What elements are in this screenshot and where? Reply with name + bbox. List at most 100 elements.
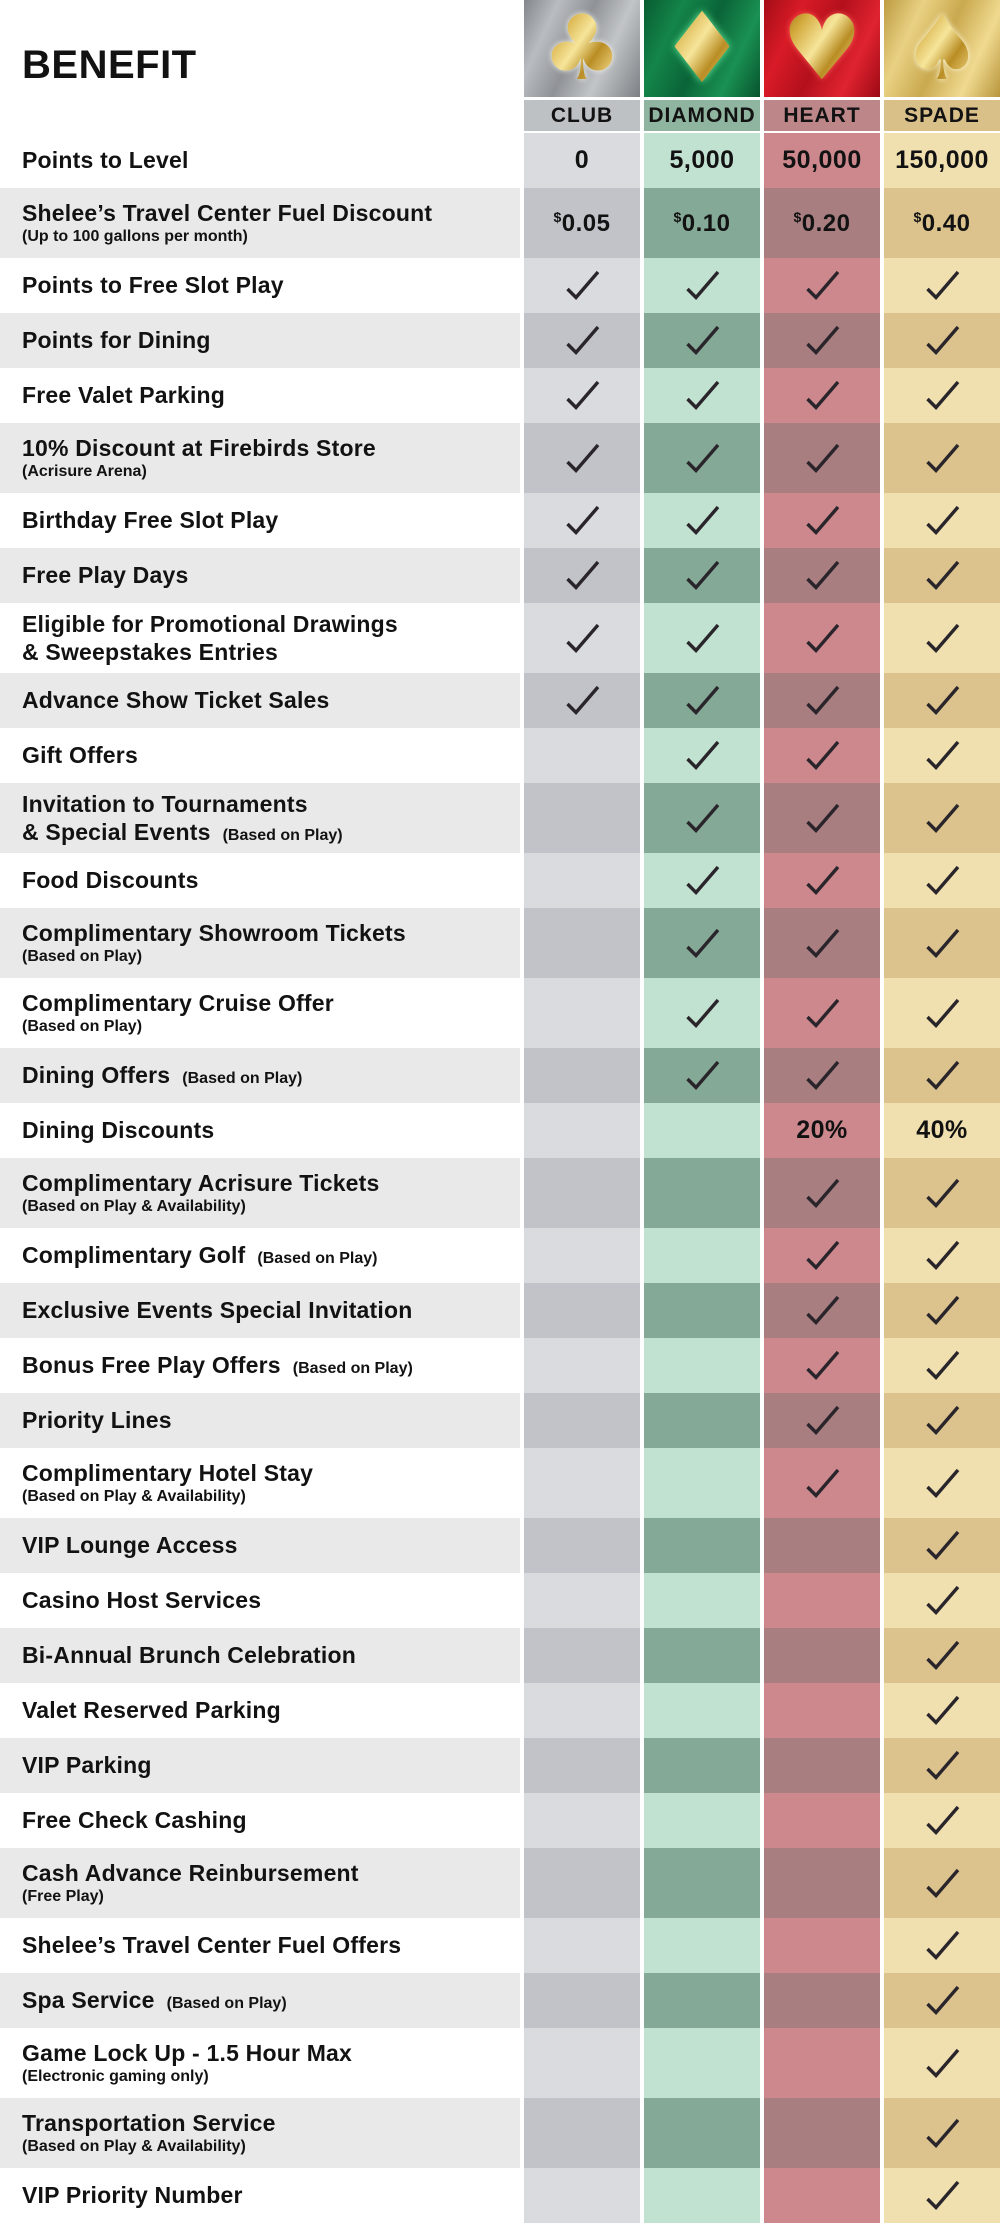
diamond-tier-cell bbox=[644, 603, 760, 673]
check-icon bbox=[926, 998, 960, 1028]
benefit-label-cell: Casino Host Services bbox=[0, 1573, 520, 1628]
heart-tier-cell bbox=[764, 1918, 880, 1973]
spade-tier-cell bbox=[884, 1793, 1000, 1848]
benefit-label-cell: Complimentary Showroom Tickets (Based on … bbox=[0, 908, 520, 978]
check-icon bbox=[926, 1178, 960, 1208]
heart-tier-cell bbox=[764, 2168, 880, 2223]
check-icon bbox=[806, 1350, 840, 1380]
table-row: Eligible for Promotional Drawings & Sweep… bbox=[0, 603, 1000, 673]
benefit-name: Free Check Cashing bbox=[22, 1807, 247, 1834]
benefit-name: Game Lock Up - 1.5 Hour Max bbox=[22, 2040, 353, 2067]
check-icon bbox=[926, 1640, 960, 1670]
diamond-tier-cell: 5,000 bbox=[644, 133, 760, 188]
check-icon bbox=[806, 505, 840, 535]
diamond-tier-cell bbox=[644, 258, 760, 313]
benefit-name: VIP Parking bbox=[22, 1752, 152, 1779]
benefit-note: (Based on Play) bbox=[22, 948, 143, 966]
heart-suit-icon: ♥ bbox=[781, 0, 863, 97]
table-row: Invitation to Tournaments & Special Event… bbox=[0, 783, 1000, 853]
table-row: Bi-Annual Brunch Celebration bbox=[0, 1628, 1000, 1683]
check-icon bbox=[806, 1295, 840, 1325]
benefit-label-cell: Points to Free Slot Play bbox=[0, 258, 520, 313]
club-tier-cell bbox=[524, 313, 640, 368]
check-icon bbox=[566, 443, 600, 473]
benefit-label-cell: Advance Show Ticket Sales bbox=[0, 673, 520, 728]
benefit-name: Free Valet Parking bbox=[22, 382, 226, 409]
check-icon bbox=[926, 1985, 960, 2015]
heart-tier-cell bbox=[764, 1283, 880, 1338]
spade-tier-cell bbox=[884, 548, 1000, 603]
benefit-label-cell: Priority Lines bbox=[0, 1393, 520, 1448]
benefit-note: (Based on Play) bbox=[222, 827, 343, 844]
check-icon bbox=[686, 998, 720, 1028]
table-row: Exclusive Events Special Invitation bbox=[0, 1283, 1000, 1338]
benefit-label-cell: VIP Priority Number bbox=[0, 2168, 520, 2223]
table-header-tiles: BENEFIT ♣ ♦ ♥ ♠ bbox=[0, 0, 1000, 97]
heart-tier-cell bbox=[764, 1518, 880, 1573]
cell-value: $0.05 bbox=[553, 208, 611, 237]
check-icon bbox=[806, 1060, 840, 1090]
club-tier-cell bbox=[524, 1848, 640, 1918]
club-tier-cell bbox=[524, 908, 640, 978]
spade-tier-cell bbox=[884, 1573, 1000, 1628]
benefit-name: Dining Discounts bbox=[22, 1117, 215, 1144]
spade-tier-cell bbox=[884, 1048, 1000, 1103]
check-icon bbox=[926, 1295, 960, 1325]
check-icon bbox=[806, 1178, 840, 1208]
table-row: Complimentary Golf (Based on Play) bbox=[0, 1228, 1000, 1283]
heart-tier-cell bbox=[764, 1228, 880, 1283]
benefit-label-cell: Dining Discounts bbox=[0, 1103, 520, 1158]
table-row: Advance Show Ticket Sales bbox=[0, 673, 1000, 728]
spade-tier-cell bbox=[884, 368, 1000, 423]
check-icon bbox=[686, 928, 720, 958]
diamond-tier-cell bbox=[644, 1228, 760, 1283]
heart-tier-cell bbox=[764, 1683, 880, 1738]
club-tier-cell bbox=[524, 1918, 640, 1973]
benefit-name: Complimentary Cruise Offer bbox=[22, 990, 334, 1017]
diamond-tier-cell bbox=[644, 1793, 760, 1848]
diamond-header-tile: ♦ bbox=[644, 0, 760, 97]
check-icon bbox=[926, 1585, 960, 1615]
check-icon bbox=[926, 270, 960, 300]
benefit-name: Gift Offers bbox=[22, 742, 138, 769]
spade-tier-cell bbox=[884, 978, 1000, 1048]
diamond-tier-cell bbox=[644, 1683, 760, 1738]
benefit-label-cell: Cash Advance Reinbursement (Free Play) bbox=[0, 1848, 520, 1918]
table-row: VIP Lounge Access bbox=[0, 1518, 1000, 1573]
diamond-tier-cell bbox=[644, 978, 760, 1048]
club-tier-cell bbox=[524, 603, 640, 673]
heart-tier-cell bbox=[764, 673, 880, 728]
check-icon bbox=[806, 685, 840, 715]
benefit-name: Complimentary Golf bbox=[22, 1242, 246, 1269]
table-row: Bonus Free Play Offers (Based on Play) bbox=[0, 1338, 1000, 1393]
table-header-labels: CLUB DIAMOND HEART SPADE bbox=[0, 100, 1000, 131]
spade-tier-cell bbox=[884, 1848, 1000, 1918]
benefit-name: Cash Advance Reinbursement bbox=[22, 1860, 359, 1887]
heart-tier-cell bbox=[764, 728, 880, 783]
benefit-label-cell: Invitation to Tournaments & Special Event… bbox=[0, 783, 520, 853]
club-tier-cell bbox=[524, 1683, 640, 1738]
heart-tier-cell bbox=[764, 258, 880, 313]
diamond-tier-cell bbox=[644, 1283, 760, 1338]
diamond-tier-cell bbox=[644, 423, 760, 493]
benefit-note: (Based on Play) bbox=[292, 1360, 413, 1378]
spade-tier-cell bbox=[884, 728, 1000, 783]
check-icon bbox=[806, 380, 840, 410]
club-tier-cell bbox=[524, 1518, 640, 1573]
table-row: VIP Priority Number bbox=[0, 2168, 1000, 2223]
benefit-label-cell: VIP Parking bbox=[0, 1738, 520, 1793]
spade-tier-cell: 40% bbox=[884, 1103, 1000, 1158]
column-header-club: CLUB bbox=[524, 100, 640, 131]
diamond-suit-icon: ♦ bbox=[658, 0, 746, 97]
diamond-tier-cell bbox=[644, 1738, 760, 1793]
title-cell: BENEFIT bbox=[0, 0, 520, 97]
diamond-tier-cell bbox=[644, 1048, 760, 1103]
heart-tier-cell bbox=[764, 1393, 880, 1448]
club-tier-cell bbox=[524, 2168, 640, 2223]
heart-tier-cell bbox=[764, 978, 880, 1048]
benefit-note: (Acrisure Arena) bbox=[22, 463, 147, 481]
check-icon bbox=[926, 928, 960, 958]
table-row: Dining Offers (Based on Play) bbox=[0, 1048, 1000, 1103]
cell-value: 150,000 bbox=[895, 146, 989, 174]
spade-tier-cell: 150,000 bbox=[884, 133, 1000, 188]
